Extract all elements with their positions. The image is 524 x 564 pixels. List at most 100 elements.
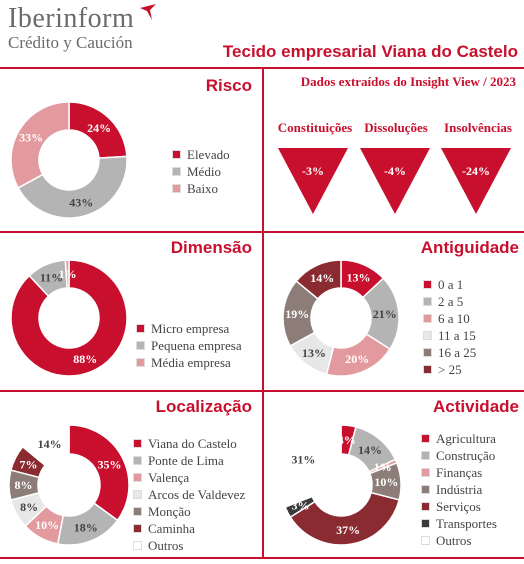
data-label-0-a-1: 13% [346, 271, 370, 285]
legend-swatch [423, 280, 432, 289]
legend-item-16-a-25: 16 a 25 [423, 344, 476, 361]
legend-localizacao: Viana do Castelo Ponte de Lima Valença Arco… [133, 435, 245, 554]
indicator-label-dissolucoes: Dissoluções [364, 120, 428, 135]
legend-swatch [172, 150, 181, 159]
legend-item-6-a-10: 6 a 10 [423, 310, 476, 327]
data-label-media-empresa: 1% [59, 267, 77, 281]
data-label-ponte-de-lima: 18% [74, 520, 98, 534]
legend-item-industria: Indústria [421, 481, 497, 498]
logo-mark-icon [140, 4, 156, 20]
legend-item-transportes: Transportes [421, 515, 497, 532]
legend-swatch [133, 524, 142, 533]
data-label-valenca: 10% [35, 518, 59, 532]
legend-item-agricultura: Agricultura [421, 430, 497, 447]
data-label-servicos: 37% [336, 523, 360, 537]
legend-label: Baixo [187, 180, 219, 196]
legend-swatch [172, 184, 181, 193]
slice-outros [281, 424, 342, 509]
chart-actividade: 4%14% 1%10% 37% 3% 31% [281, 424, 402, 546]
legend-label: Outros [148, 537, 184, 553]
legend-item-elevado: Elevado [172, 146, 230, 163]
data-label-elevado: 24% [87, 121, 111, 135]
legend-item-outros: Outros [421, 532, 497, 549]
data-label-16-a-25: 19% [285, 307, 309, 321]
legend-item-media-empresa: Média empresa [136, 354, 242, 371]
legend-item-viana-do-castelo: Viana do Castelo [133, 435, 245, 452]
legend-swatch [136, 324, 145, 333]
legend-label: Caminha [148, 520, 195, 536]
section-title-antiguidade: Antiguidade [420, 238, 519, 257]
brand-subtitle: Crédito y Caución [8, 33, 133, 52]
legend-swatch [172, 167, 181, 176]
legend-item-25: > 25 [423, 361, 476, 378]
legend-swatch [133, 541, 142, 550]
legend-swatch [133, 456, 142, 465]
legend-item-moncao: Monção [133, 503, 245, 520]
chart-antiguidade: 13% 21% 20% 13% 19% 14% [282, 260, 400, 377]
chart-localizacao: 35% 18% 10% 8% 8% 7%14% [8, 424, 130, 546]
legend-item-medio: Médio [172, 163, 230, 180]
legend-item-valenca: Valença [133, 469, 245, 486]
indicator-label-insolvencias: Insolvências [444, 120, 512, 135]
legend-label: Agricultura [436, 430, 496, 446]
indicator-triangle-insolvencias [441, 148, 511, 214]
legend-label: Arcos de Valdevez [148, 486, 246, 502]
legend-label: Construção [436, 447, 496, 463]
brand-name: Iberinform [8, 3, 135, 34]
data-label-micro-empresa: 88% [73, 352, 97, 366]
legend-swatch [136, 358, 145, 367]
legend-item-construcao: Construção [421, 447, 497, 464]
data-label-transportes: 3% [291, 499, 309, 513]
data-label-2-a-5: 21% [373, 307, 397, 321]
chart-risco: 24% 43% 33% [10, 102, 128, 219]
legend-label: Outros [436, 532, 472, 548]
data-source-note: Dados extraídos do Insight View / 2023 [300, 74, 516, 89]
data-label-25: 14% [310, 271, 334, 285]
legend-item-outros: Outros [133, 537, 245, 554]
legend-item-arcos-de-valdevez: Arcos de Valdevez [133, 486, 245, 503]
data-label-caminha: 7% [19, 457, 37, 471]
indicator-value-dissolucoes: -4% [384, 164, 406, 178]
legend-item-baixo: Baixo [172, 180, 230, 197]
logo: Iberinform Crédito y Caución [8, 4, 134, 52]
legend-swatch [421, 434, 430, 443]
legend-swatch [133, 507, 142, 516]
legend-label: Viana do Castelo [148, 435, 237, 451]
data-label-financas: 1% [374, 460, 392, 474]
legend-label: Transportes [436, 515, 497, 531]
data-label-medio: 43% [69, 195, 93, 209]
legend-item-servicos: Serviços [421, 498, 497, 515]
legend-item-financas: Finanças [421, 464, 497, 481]
section-title-actividade: Actividade [433, 397, 519, 416]
indicator-triangle-constituicoes [278, 148, 348, 214]
slice-media-empresa [64, 260, 70, 289]
data-label-construcao: 14% [358, 443, 382, 457]
data-label-moncao: 8% [15, 478, 33, 492]
section-title-dimensao: Dimensão [170, 238, 252, 257]
legend-label: Indústria [436, 481, 483, 497]
slice-servicos [289, 491, 401, 546]
legend-label: 2 a 5 [438, 293, 464, 309]
slice-25 [295, 260, 342, 300]
slice-viana-do-castelo [68, 424, 130, 522]
legend-swatch [136, 341, 145, 350]
legend-label: Finanças [436, 464, 483, 480]
legend-swatch [423, 365, 432, 374]
slice-micro-empresa [10, 260, 128, 377]
legend-swatch [423, 331, 432, 340]
legend-label: 16 a 25 [438, 344, 477, 360]
indicator-triangles: -3% -4% -24% [278, 148, 511, 214]
legend-label: 6 a 10 [438, 310, 470, 326]
data-label-pequena-empresa: 11% [40, 271, 63, 285]
legend-swatch [423, 314, 432, 323]
indicator-value-insolvencias: -24% [462, 164, 490, 178]
legend-swatch [133, 490, 142, 499]
legend-swatch [421, 451, 430, 460]
legend-swatch [421, 502, 430, 511]
legend-swatch [423, 348, 432, 357]
legend-item-caminha: Caminha [133, 520, 245, 537]
legend-label: Elevado [187, 146, 230, 162]
legend-item-2-a-5: 2 a 5 [423, 293, 476, 310]
legend-swatch [421, 519, 430, 528]
legend-dimensao: Micro empresa Pequena empresa Média empres… [136, 320, 242, 371]
